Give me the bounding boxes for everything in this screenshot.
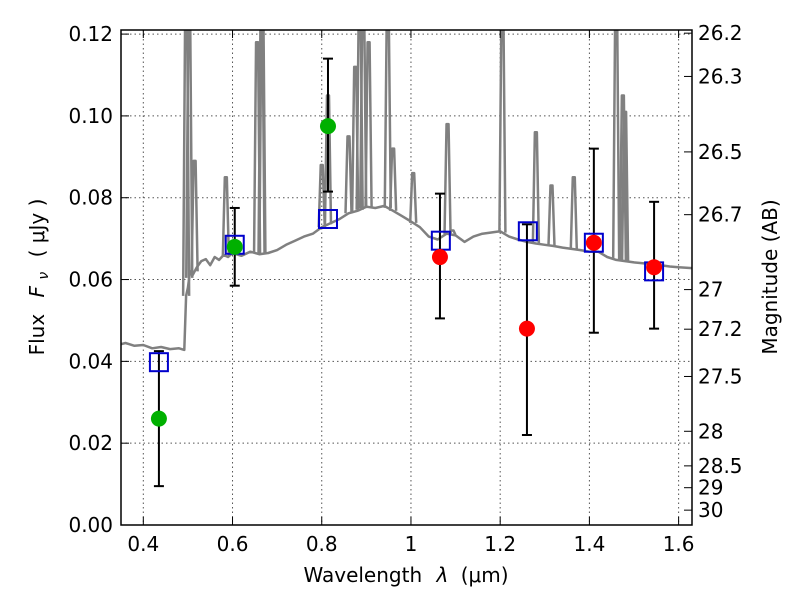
emission-line <box>611 30 621 260</box>
y-tick-label: 0.00 <box>68 513 113 537</box>
emission-line <box>185 30 194 278</box>
magnitude-axis-label: Magnitude (AB) <box>758 199 782 354</box>
magnitude-tick-label: 29 <box>698 476 723 500</box>
emission-line <box>531 131 541 244</box>
x-tick-label: 1 <box>405 532 418 556</box>
model-photometry-box <box>517 221 538 242</box>
emission-line <box>569 176 579 250</box>
magnitude-tick-label: 27.2 <box>698 317 743 341</box>
emission-line <box>547 184 556 246</box>
x-tick-label: 1.6 <box>663 532 695 556</box>
magnitude-tick-label: 27.5 <box>698 364 743 388</box>
observed-point-red <box>646 259 663 276</box>
emission-line <box>443 122 452 234</box>
emission-line <box>258 30 267 254</box>
magnitude-tick-label: 28.5 <box>698 454 743 478</box>
y-tick-label: 0.04 <box>68 349 113 373</box>
x-tick-label: 1.2 <box>484 532 516 556</box>
y-tick-label: 0.02 <box>68 431 113 455</box>
emission-line <box>388 147 398 211</box>
y-tick-label: 0.12 <box>68 22 113 46</box>
model-spectrum-line <box>121 204 692 352</box>
magnitude-tick-label: 26.3 <box>698 64 743 88</box>
y-axis-label-nu: ν <box>36 272 52 280</box>
y-tick-label: 0.10 <box>68 104 113 128</box>
observed-point-green <box>150 410 167 427</box>
magnitude-tick-label: 26.5 <box>698 140 743 164</box>
x-axis-label-text: Wavelength <box>303 563 422 587</box>
y-axis-label-text: Flux <box>25 314 49 356</box>
emission-line <box>620 110 630 262</box>
emission-line <box>498 30 507 233</box>
magnitude-tick-label: 28 <box>698 419 723 443</box>
model-photometry-box <box>148 352 169 373</box>
emission-line <box>358 30 368 209</box>
x-tick-label: 0.6 <box>217 532 249 556</box>
axes: 0.4 0.6 0.8 1 1.2 1.4 1.6 0.00 0.02 0.04 0.06 0.08 0… <box>68 21 742 556</box>
magnitude-tick-label: 30 <box>698 498 723 522</box>
plot-frame <box>120 29 693 526</box>
x-tick-label: 1.4 <box>573 532 605 556</box>
y-axis-label-f: F <box>25 285 49 297</box>
emission-line <box>221 176 231 257</box>
error-bars <box>153 57 660 488</box>
x-axis-label-unit: (μm) <box>461 563 509 587</box>
x-tick-label: 0.8 <box>306 532 338 556</box>
observed-point-red <box>585 234 602 251</box>
emission-line <box>344 135 353 214</box>
observed-point-red <box>518 320 535 337</box>
observed-point-red <box>431 249 448 266</box>
emission-line <box>618 94 628 261</box>
x-axis-label: Wavelength λ (μm) <box>303 563 508 587</box>
model-spectrum <box>121 30 692 352</box>
magnitude-tick-label: 26.7 <box>698 203 743 227</box>
y-axis-label-unit: ( μJy ) <box>25 199 49 258</box>
emission-line <box>364 41 373 208</box>
y-axis-label: Flux F ν ( μJy ) <box>25 199 53 356</box>
emission-line <box>383 30 393 208</box>
x-axis-label-lambda: λ <box>436 563 449 587</box>
magnitude-tick-label: 26.2 <box>698 21 743 45</box>
data-points <box>148 118 665 427</box>
observed-point-green <box>319 118 336 135</box>
model-photometry-box <box>583 232 604 253</box>
magnitude-tick-label: 27 <box>698 278 723 302</box>
emission-line <box>190 159 199 272</box>
observed-point-green <box>226 238 243 255</box>
grid-lines <box>121 30 692 526</box>
y-tick-label: 0.06 <box>68 268 113 292</box>
emission-line <box>317 163 326 228</box>
emission-line <box>408 171 418 223</box>
x-tick-label: 0.4 <box>127 532 159 556</box>
y-tick-label: 0.08 <box>68 186 113 210</box>
model-photometry-box <box>317 209 338 229</box>
